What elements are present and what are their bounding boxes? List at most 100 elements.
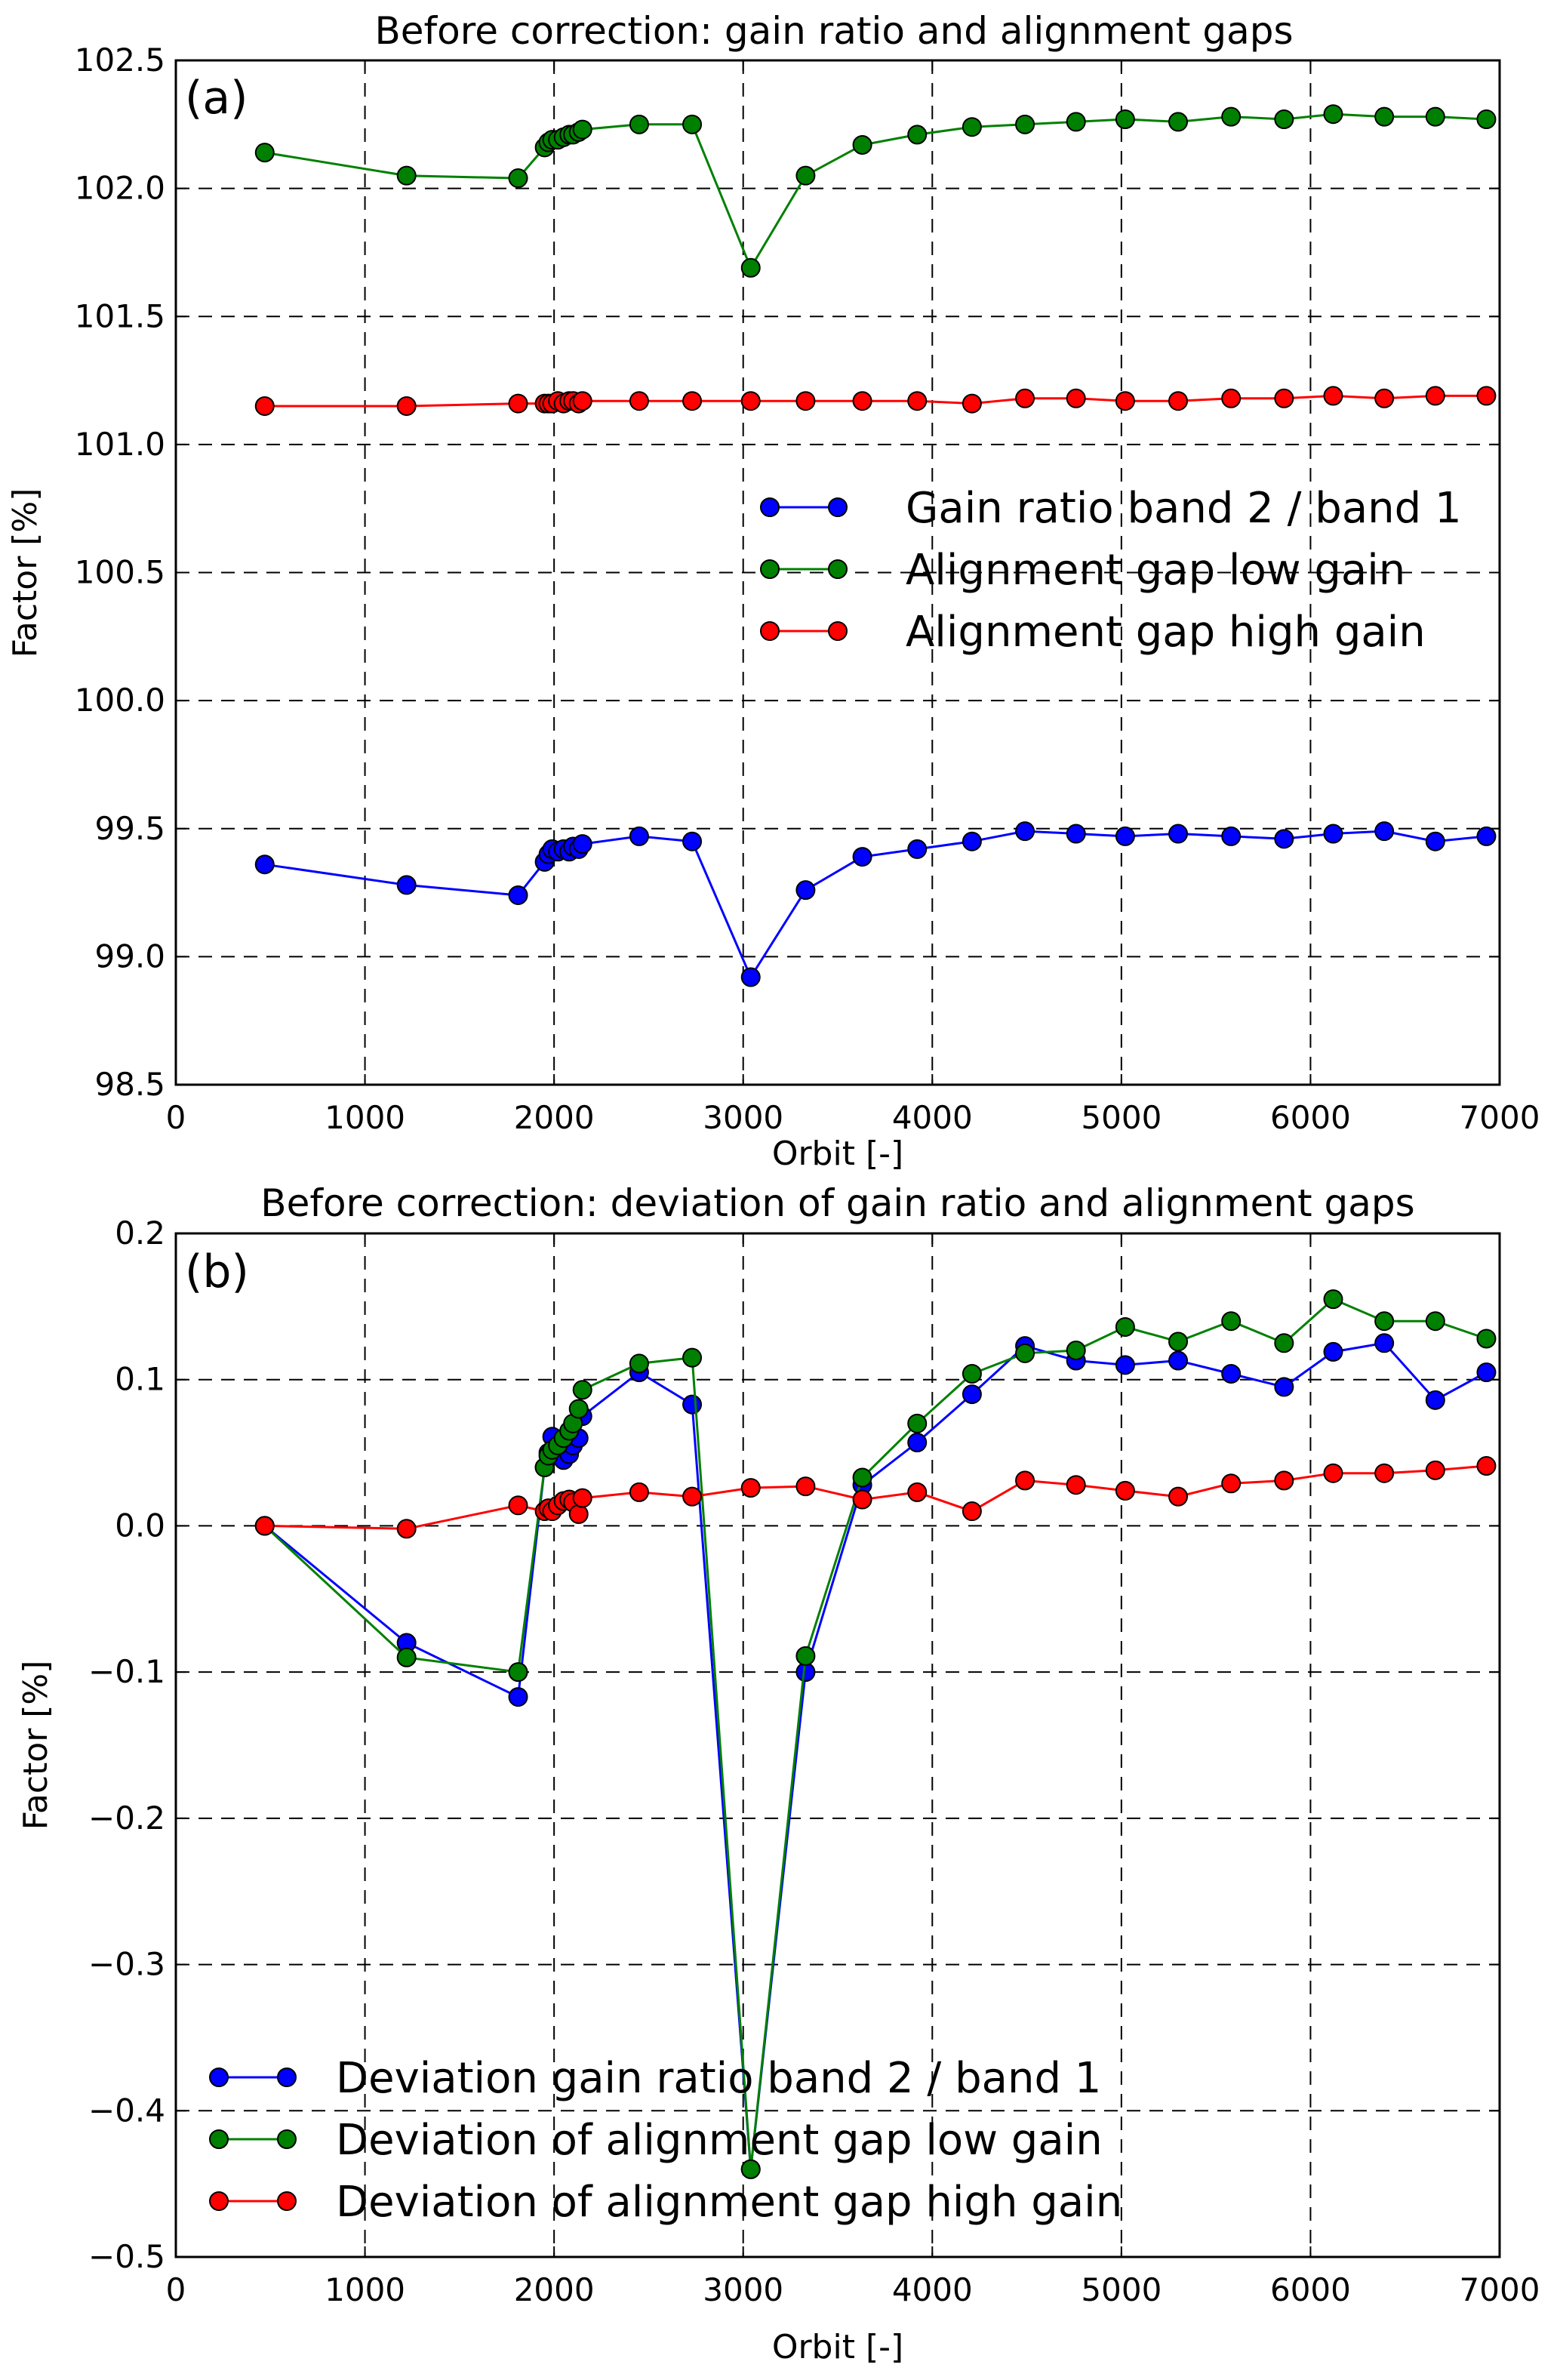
x-tick-label: 0: [166, 1099, 186, 1136]
data-point: [907, 1413, 928, 1433]
data-point: [1221, 1311, 1242, 1332]
data-point: [572, 1380, 592, 1400]
data-point: [682, 1394, 703, 1415]
legend-marker: [209, 2191, 229, 2211]
data-point: [962, 117, 982, 137]
y-tick-label: 98.5: [94, 1066, 165, 1103]
legend-label: Gain ratio band 2 / band 1: [906, 484, 1462, 533]
legend-marker: [828, 559, 848, 579]
legend-label: Deviation of alignment gap high gain: [336, 2178, 1122, 2227]
data-point: [1323, 104, 1343, 125]
data-point: [1323, 1289, 1343, 1310]
data-point: [1274, 1333, 1294, 1353]
legend: Deviation gain ratio band 2 / band 1 Devi…: [209, 2054, 1122, 2227]
data-point: [682, 391, 703, 411]
x-tick-label: 0: [166, 2271, 186, 2308]
panel-label: (a): [185, 72, 248, 125]
data-point: [852, 1467, 872, 1488]
data-point: [508, 1662, 528, 1683]
data-point: [254, 1516, 275, 1536]
data-point: [1066, 388, 1086, 408]
data-point: [682, 114, 703, 134]
y-tick-label: 102.5: [75, 42, 165, 79]
x-tick-label: 4000: [892, 2271, 973, 2308]
data-point: [1066, 824, 1086, 844]
data-point: [1168, 1350, 1189, 1371]
y-tick-label: −0.5: [88, 2238, 165, 2275]
data-point: [396, 1647, 417, 1667]
data-point: [1476, 1362, 1497, 1383]
data-point: [1374, 1311, 1395, 1332]
series-1: [254, 1333, 1497, 2179]
data-point: [795, 880, 816, 901]
data-point: [1374, 821, 1395, 842]
data-point: [852, 134, 872, 155]
series-3: [254, 386, 1497, 416]
legend-marker: [277, 2191, 297, 2211]
data-point: [1274, 109, 1294, 130]
y-tick-label: 99.5: [94, 810, 165, 847]
data-point: [740, 1478, 761, 1498]
data-point: [1274, 829, 1294, 849]
data-point: [1168, 1332, 1189, 1352]
legend: Gain ratio band 2 / band 1 Alignment gap …: [760, 484, 1462, 657]
chart-title: Before correction: deviation of gain rat…: [260, 1181, 1414, 1225]
y-tick-label: 0.0: [115, 1507, 165, 1544]
y-tick-label: 101.5: [75, 297, 165, 334]
legend-marker: [828, 621, 848, 641]
x-tick-label: 2000: [514, 1099, 595, 1136]
data-point: [1066, 1340, 1086, 1360]
data-point: [795, 391, 816, 411]
data-point: [1323, 824, 1343, 844]
legend-marker: [209, 2067, 229, 2087]
x-tick-label: 4000: [892, 1099, 973, 1136]
data-point: [1015, 388, 1035, 408]
plot-frame: [174, 1232, 1501, 2258]
data-point: [1115, 1316, 1135, 1337]
data-point: [1425, 1311, 1445, 1332]
panel-label: (b): [185, 1245, 249, 1298]
data-point: [1274, 388, 1294, 408]
y-axis-label: Factor [%]: [17, 1661, 55, 1830]
legend-marker: [760, 621, 780, 641]
data-point: [1115, 1480, 1135, 1501]
data-point: [740, 2159, 761, 2179]
data-point: [740, 391, 761, 411]
data-point: [682, 831, 703, 851]
data-point: [1476, 386, 1497, 406]
y-tick-label: 0.2: [115, 1215, 165, 1252]
legend-label: Alignment gap low gain: [906, 546, 1405, 595]
data-point: [1476, 1329, 1497, 1349]
series-line: [264, 112, 1487, 271]
data-point: [1274, 1470, 1294, 1491]
x-tick-label: 5000: [1081, 2271, 1162, 2308]
data-point: [682, 1347, 703, 1368]
data-point: [396, 1519, 417, 1539]
y-tick-label: −0.4: [88, 2092, 165, 2129]
legend-marker: [760, 497, 780, 517]
data-point: [396, 165, 417, 186]
data-point: [907, 391, 928, 411]
x-axis-label: Orbit [-]: [772, 2328, 903, 2366]
data-point: [1374, 1463, 1395, 1483]
data-point: [508, 1495, 528, 1516]
data-point: [1221, 388, 1242, 408]
data-point: [1221, 106, 1242, 127]
data-point: [1115, 109, 1135, 130]
x-tick-label: 7000: [1460, 2271, 1540, 2308]
legend-label: Alignment gap high gain: [906, 608, 1426, 657]
data-point: [254, 396, 275, 416]
data-point: [254, 854, 275, 875]
chart-panel-2: 0 1000 2000 3000 4000 5000 6000 7000 −0.5 −0.4 −0.…: [17, 1181, 1540, 2366]
legend-label: Deviation of alignment gap low gain: [336, 2116, 1103, 2165]
legend-marker: [760, 559, 780, 579]
data-point: [1015, 1470, 1035, 1491]
y-tick-label: 0.1: [115, 1361, 165, 1398]
data-point: [1115, 826, 1135, 846]
data-point: [629, 1353, 649, 1374]
data-point: [1115, 1355, 1135, 1375]
y-tick-label: −0.3: [88, 1946, 165, 1983]
data-point: [568, 1399, 589, 1419]
data-point: [962, 393, 982, 414]
